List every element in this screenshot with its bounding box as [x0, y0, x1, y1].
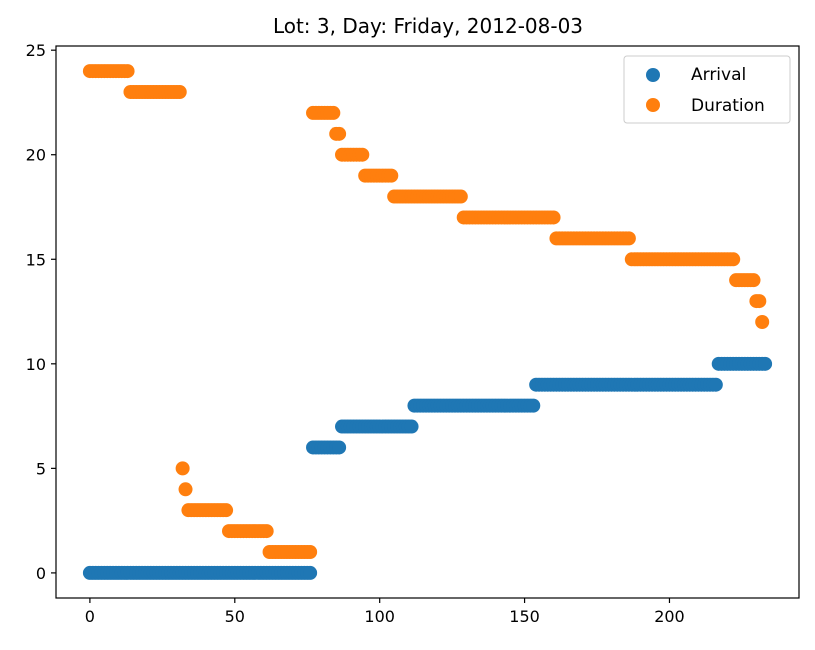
y-tick-label: 0: [36, 564, 46, 583]
duration-point: [621, 231, 636, 246]
x-tick-label: 200: [654, 607, 685, 626]
arrival-point: [526, 398, 541, 413]
duration-point: [355, 147, 370, 162]
y-tick-label: 20: [26, 146, 46, 165]
arrival-point: [404, 419, 419, 434]
duration-point: [172, 85, 187, 99]
duration-point: [219, 503, 234, 518]
y-tick-label: 15: [26, 250, 46, 269]
duration-point: [303, 545, 318, 559]
duration-point: [453, 189, 468, 204]
duration-point: [755, 315, 770, 329]
x-tick-label: 50: [225, 607, 245, 626]
duration-point: [175, 461, 190, 476]
arrival-point: [303, 565, 318, 580]
duration-point: [546, 210, 561, 225]
duration-point: [259, 524, 274, 539]
plot-frame: [55, 45, 800, 599]
arrival-point: [332, 440, 347, 455]
duration-point: [332, 126, 347, 141]
duration-point: [178, 482, 193, 497]
duration-point: [726, 252, 741, 267]
duration-point: [752, 294, 767, 309]
y-tick-label: 10: [26, 355, 46, 374]
legend-marker-arrival: [646, 68, 660, 82]
y-tick-label: 25: [26, 41, 46, 60]
legend: Arrival Duration: [623, 55, 791, 124]
x-tick-label: 150: [509, 607, 540, 626]
duration-point: [384, 168, 399, 183]
legend-marker-duration: [646, 98, 660, 112]
x-tick-label: 100: [364, 607, 395, 626]
y-tick-label: 5: [36, 459, 46, 478]
duration-point: [326, 105, 341, 120]
chart-title: Lot: 3, Day: Friday, 2012-08-03: [273, 14, 583, 38]
points-layer: [82, 64, 773, 580]
duration-point: [120, 64, 135, 79]
x-tick-label: 0: [85, 607, 95, 626]
legend-label-duration: Duration: [691, 96, 765, 116]
duration-point: [746, 273, 761, 288]
legend-label-arrival: Arrival: [691, 65, 746, 85]
arrival-point: [758, 356, 773, 371]
legend-frame: [623, 55, 791, 124]
arrival-point: [708, 377, 723, 392]
axes-layer: 0 50 100 150 200 0 5 10 15 20 25: [26, 41, 800, 626]
